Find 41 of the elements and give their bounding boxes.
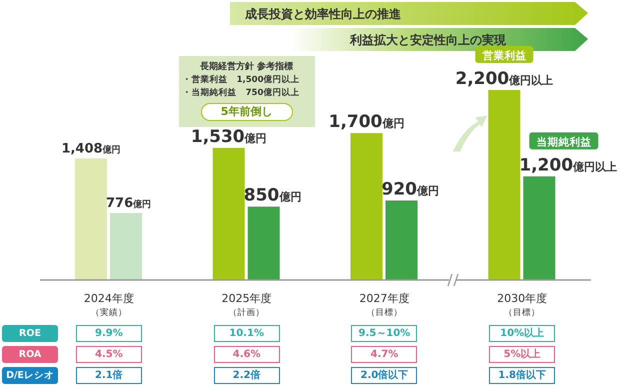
- data-label: 2,200億円以上: [455, 69, 554, 89]
- text: D/Eレシオ: [2, 367, 58, 384]
- pill-badge: 5年前倒し: [200, 103, 293, 121]
- text: 成長投資と効率性向上の推進: [244, 7, 402, 21]
- text: 9.9%: [76, 325, 142, 342]
- text: 4.6%: [214, 346, 280, 363]
- text: 9.5～10%: [351, 325, 418, 342]
- bar: [386, 200, 418, 280]
- text: 2.1倍: [76, 367, 142, 384]
- x-tick-label: 2024年度（実績）: [84, 292, 134, 318]
- bar: [75, 158, 107, 280]
- text: 長期経営方針 参考指標: [199, 61, 294, 74]
- text: ・営業利益 1,500億円以上: [182, 74, 301, 87]
- x-tick-label: 2025年度（計画）: [222, 292, 272, 318]
- text: 営業利益: [482, 49, 526, 62]
- text: 2.2倍: [214, 367, 280, 384]
- text: 5%以上: [489, 346, 556, 363]
- text: 4.7%: [351, 346, 418, 363]
- text: 利益拡大と安定性向上の実現: [349, 33, 507, 47]
- text: 4.5%: [76, 346, 142, 363]
- text: 1.8倍以下: [489, 367, 556, 384]
- text: 10%以上: [489, 325, 556, 342]
- data-label: 1,408億円: [61, 141, 121, 156]
- bar: [350, 133, 382, 280]
- text: ROE: [2, 325, 58, 342]
- data-label: 1,200億円以上: [519, 155, 618, 176]
- bar: [523, 176, 556, 280]
- data-label: 1,530億円: [190, 126, 267, 147]
- x-tick-label: 2027年度（目標）: [359, 292, 410, 318]
- text: 2.0倍以下: [351, 367, 418, 384]
- annotation: ・当期純利益 750億円以上: [182, 87, 300, 100]
- bar: [110, 212, 142, 280]
- bar: [488, 90, 520, 280]
- bar: [212, 148, 245, 280]
- text: ROA: [2, 346, 58, 363]
- data-label: 776億円: [106, 196, 152, 211]
- data-label: 1,700億円: [328, 112, 404, 132]
- text: 当期純利益: [536, 135, 592, 148]
- text: 10.1%: [214, 325, 280, 342]
- bar: [248, 206, 280, 280]
- x-tick-label: 2030年度（目標）: [497, 292, 548, 318]
